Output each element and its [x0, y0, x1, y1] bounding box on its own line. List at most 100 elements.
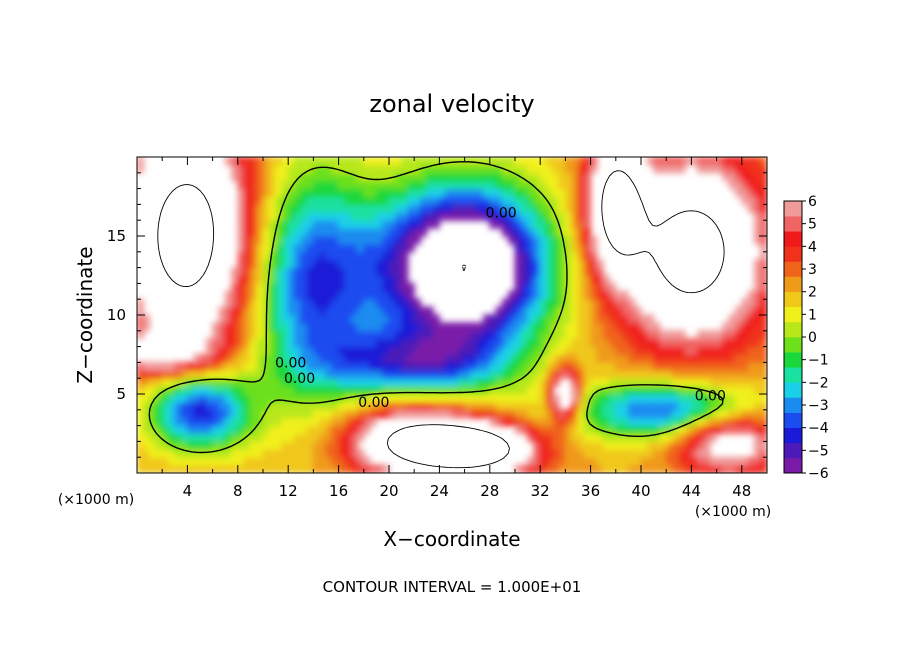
field-cell — [520, 322, 529, 332]
field-cell — [545, 298, 554, 308]
field-cell — [325, 353, 333, 363]
field-cell — [174, 401, 182, 411]
field-cell — [262, 417, 270, 427]
field-cell — [137, 306, 144, 316]
x-axis-label: X−coordinate — [383, 527, 520, 551]
field-cell — [319, 274, 327, 284]
x-tick-label: 16 — [329, 482, 348, 500]
field-cell — [338, 448, 346, 458]
field-cell — [237, 432, 245, 442]
field-cell — [344, 235, 352, 245]
field-cell — [533, 330, 541, 340]
field-cell — [161, 377, 170, 387]
field-cell — [684, 377, 692, 387]
field-cell — [338, 306, 346, 316]
field-cell — [262, 227, 270, 237]
field-cell — [564, 464, 573, 473]
field-cell — [218, 385, 226, 395]
field-cell — [501, 180, 510, 190]
field-cell — [137, 464, 144, 473]
field-cell — [426, 353, 434, 363]
field-cell — [356, 282, 365, 292]
field-cell — [331, 314, 340, 324]
field-cell — [375, 346, 384, 356]
field-cell — [596, 290, 604, 300]
field-cell — [382, 227, 390, 237]
field-cell — [527, 172, 535, 182]
field-cell — [577, 172, 585, 182]
field-cell — [300, 385, 308, 395]
field-cell — [137, 417, 144, 427]
field-cell — [665, 432, 674, 442]
field-cell — [753, 211, 762, 221]
field-cell — [583, 322, 592, 332]
field-cell — [470, 401, 478, 411]
field-cell — [564, 219, 573, 229]
field-cell — [533, 282, 541, 292]
field-cell — [142, 417, 151, 427]
field-cell — [527, 346, 535, 356]
field-cell — [545, 330, 554, 340]
field-cell — [426, 330, 434, 340]
field-cell — [419, 211, 428, 221]
field-cell — [224, 432, 233, 442]
field-cell — [344, 251, 352, 261]
field-cell — [338, 401, 346, 411]
field-cell — [212, 361, 220, 371]
field-cell — [205, 377, 214, 387]
field-cell — [533, 164, 541, 174]
field-cell — [243, 251, 251, 261]
field-cell — [577, 164, 585, 174]
field-cell — [149, 417, 157, 427]
field-cell — [426, 401, 434, 411]
field-cell — [533, 274, 541, 284]
field-cell — [489, 188, 497, 198]
field-cell — [583, 235, 592, 245]
field-cell — [489, 401, 497, 411]
field-cell — [306, 409, 314, 419]
field-cell — [394, 306, 403, 316]
field-cell — [508, 195, 516, 205]
field-cell — [363, 330, 371, 340]
field-cell — [539, 235, 548, 245]
field-cell — [287, 180, 296, 190]
field-cell — [218, 369, 226, 379]
field-cell — [545, 219, 554, 229]
field-cell — [363, 346, 371, 356]
field-cell — [646, 377, 655, 387]
field-cell — [760, 274, 767, 284]
field-cell — [275, 267, 283, 277]
field-cell — [539, 385, 548, 395]
field-cell — [262, 172, 270, 182]
field-cell — [142, 464, 151, 473]
field-cell — [193, 393, 201, 403]
field-cell — [659, 448, 667, 458]
field-cell — [552, 456, 560, 466]
field-cell — [293, 180, 302, 190]
y-tick-label: 15 — [107, 227, 126, 245]
colorbar-cell — [784, 442, 802, 459]
field-cell — [545, 425, 554, 435]
field-cell — [306, 180, 314, 190]
field-cell — [615, 346, 623, 356]
field-cell — [470, 361, 478, 371]
field-cell — [533, 409, 541, 419]
field-cell — [363, 314, 371, 324]
field-cell — [558, 290, 566, 300]
field-cell — [508, 393, 516, 403]
field-cell — [508, 417, 516, 427]
field-cell — [741, 401, 749, 411]
field-cell — [205, 361, 214, 371]
field-cell — [174, 361, 182, 371]
field-cell — [514, 227, 522, 237]
field-cell — [602, 393, 611, 403]
field-cell — [753, 188, 762, 198]
field-cell — [350, 188, 359, 198]
field-cell — [268, 188, 277, 198]
field-cell — [275, 464, 283, 473]
field-cell — [508, 172, 516, 182]
field-cell — [218, 322, 226, 332]
field-cell — [174, 440, 182, 450]
field-cell — [571, 361, 579, 371]
field-cell — [331, 251, 340, 261]
